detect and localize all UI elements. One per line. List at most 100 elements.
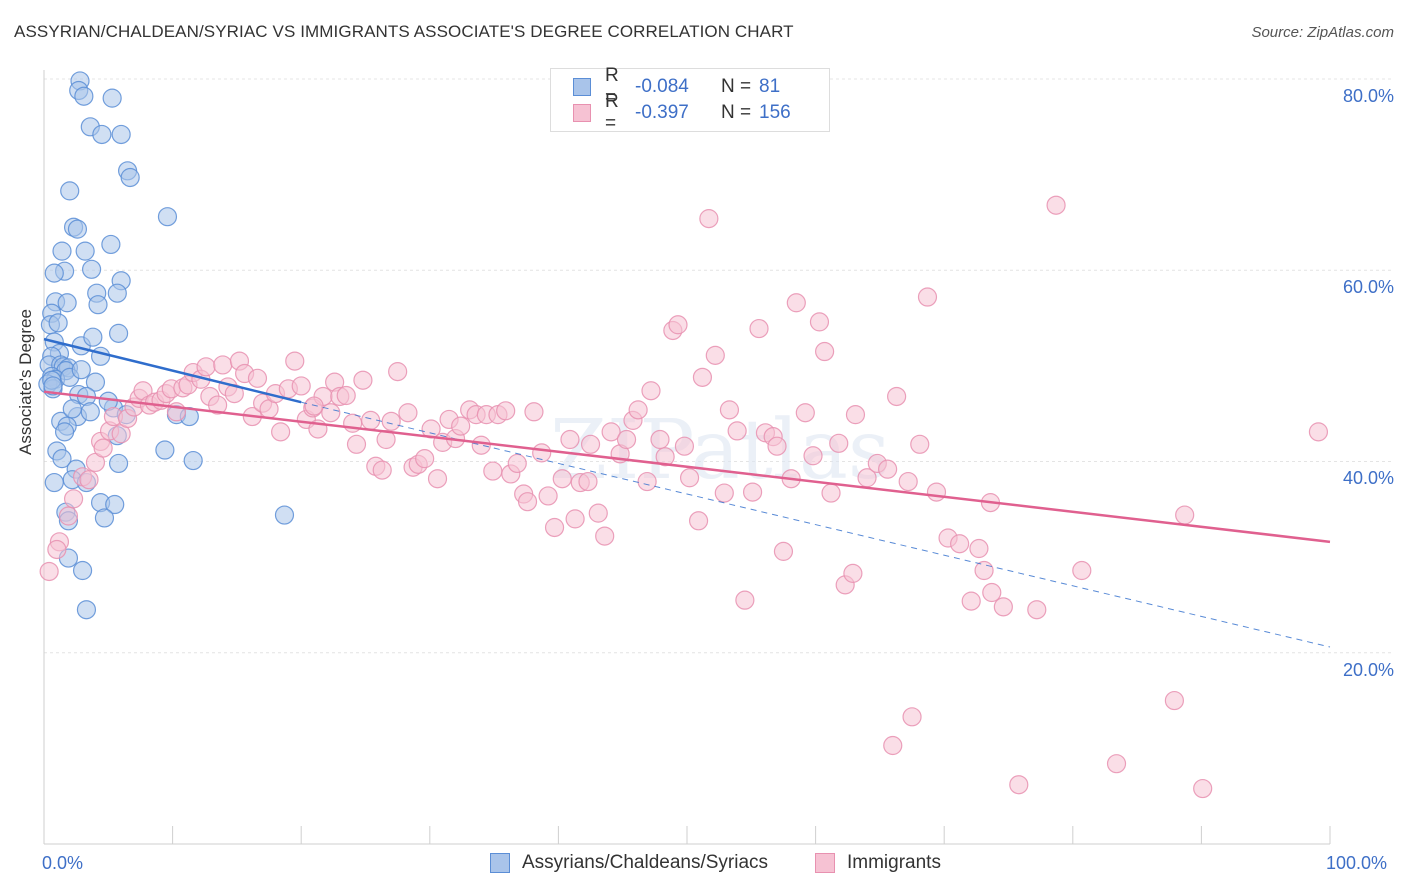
immigrants-point: [719, 400, 740, 420]
assyrians-point: [76, 600, 97, 620]
assyrians-point: [94, 508, 115, 528]
immigrants-point: [795, 403, 815, 423]
immigrants-point: [815, 341, 835, 362]
assyrians-point: [88, 295, 108, 315]
immigrants-point: [1027, 600, 1047, 620]
immigrants-point: [845, 405, 866, 425]
blue-swatch: [573, 78, 591, 96]
immigrants-point: [898, 471, 918, 492]
immigrants-point: [471, 435, 491, 455]
pink-swatch: [815, 853, 835, 873]
y-tick-label: 20.0%: [1342, 660, 1394, 680]
immigrants-point: [39, 561, 59, 582]
immigrants-point: [692, 367, 713, 387]
immigrants-point: [1072, 560, 1092, 581]
immigrants-point: [578, 471, 598, 492]
assyrians-point: [105, 494, 125, 515]
immigrants-point: [1193, 778, 1213, 799]
immigrants-point: [735, 590, 755, 610]
immigrants-point: [496, 401, 516, 421]
immigrants-point: [381, 411, 401, 431]
assyrians-point: [108, 323, 129, 343]
immigrants-point: [196, 357, 216, 377]
assyrians-point: [102, 88, 122, 108]
immigrants-point: [727, 421, 747, 441]
immigrants-point: [883, 735, 903, 756]
assyrians-point: [80, 402, 100, 422]
immigrants-point: [483, 461, 503, 481]
immigrants-point: [1046, 195, 1066, 215]
immigrants-trend-line: [43, 390, 1331, 544]
immigrants-point: [291, 376, 311, 396]
immigrants-point: [902, 707, 922, 727]
x-tick-label: 100.0%: [1326, 853, 1388, 873]
immigrants-point: [773, 541, 794, 561]
legend-label: Immigrants: [847, 852, 941, 873]
series-assyrians-points: [38, 71, 295, 620]
immigrants-point: [961, 591, 981, 611]
immigrants-point: [926, 482, 947, 502]
immigrants-point: [47, 539, 67, 560]
assyrians-point: [90, 346, 111, 366]
immigrants-point: [809, 312, 830, 332]
assyrians-point: [81, 259, 102, 279]
assyrians-point: [120, 167, 140, 188]
r-value: -0.084: [635, 76, 689, 97]
immigrants-point: [714, 483, 734, 503]
y-tick-label: 60.0%: [1342, 277, 1394, 297]
assyrians-point: [274, 505, 295, 525]
assyrians-point: [108, 453, 129, 474]
immigrants-point: [580, 434, 601, 454]
assyrians-point: [111, 124, 131, 145]
immigrants-point: [398, 403, 418, 423]
immigrants-point: [595, 526, 615, 546]
assyrians-point: [101, 234, 121, 255]
legend-item-assyrians: Assyrians/Chaldeans/Syriacs: [490, 852, 768, 874]
immigrants-point: [601, 422, 621, 442]
assyrians-point: [107, 283, 127, 303]
assyrians-point: [44, 263, 64, 283]
immigrants-point: [628, 400, 648, 420]
assyrians-point: [67, 219, 88, 239]
assyrians-point: [43, 376, 63, 396]
n-label: N =: [721, 76, 752, 97]
immigrants-point: [336, 385, 356, 406]
assyrians-point: [54, 422, 75, 442]
assyrians-trend-extension: [301, 401, 1331, 648]
immigrants-point: [321, 403, 341, 423]
immigrants-point: [524, 402, 544, 422]
immigrants-point: [674, 436, 695, 456]
assyrians-point: [71, 360, 91, 380]
r-label: R =: [605, 91, 619, 134]
immigrants-point: [285, 351, 305, 371]
assyrians-point: [52, 241, 72, 261]
immigrants-point: [372, 460, 392, 480]
assyrians-point: [155, 440, 175, 460]
immigrants-point: [93, 438, 113, 458]
immigrants-point: [679, 468, 700, 488]
immigrants-point: [655, 447, 675, 467]
y-axis-label: Associate's Degree: [16, 309, 35, 455]
immigrants-point: [917, 287, 938, 307]
immigrants-point: [353, 370, 373, 390]
immigrants-point: [588, 503, 608, 523]
immigrants-point: [910, 434, 930, 454]
immigrants-point: [829, 433, 849, 453]
immigrants-point: [641, 381, 661, 401]
immigrants-point: [427, 469, 448, 489]
assyrians-point: [85, 372, 106, 392]
r-label: R =: [605, 65, 619, 108]
immigrants-point: [271, 422, 291, 442]
n-value: 156: [759, 102, 791, 123]
immigrants-point: [346, 434, 367, 454]
immigrants-point: [58, 506, 79, 526]
assyrians-trend-line: [43, 337, 302, 404]
immigrants-point: [993, 597, 1013, 617]
y-tick-label: 80.0%: [1342, 86, 1394, 106]
legend-row-assyrians: R = -0.084 N = 81: [573, 65, 780, 108]
immigrants-point: [974, 560, 994, 581]
n-label: N =: [721, 102, 752, 123]
assyrians-point: [62, 399, 82, 419]
pink-swatch: [573, 104, 591, 122]
